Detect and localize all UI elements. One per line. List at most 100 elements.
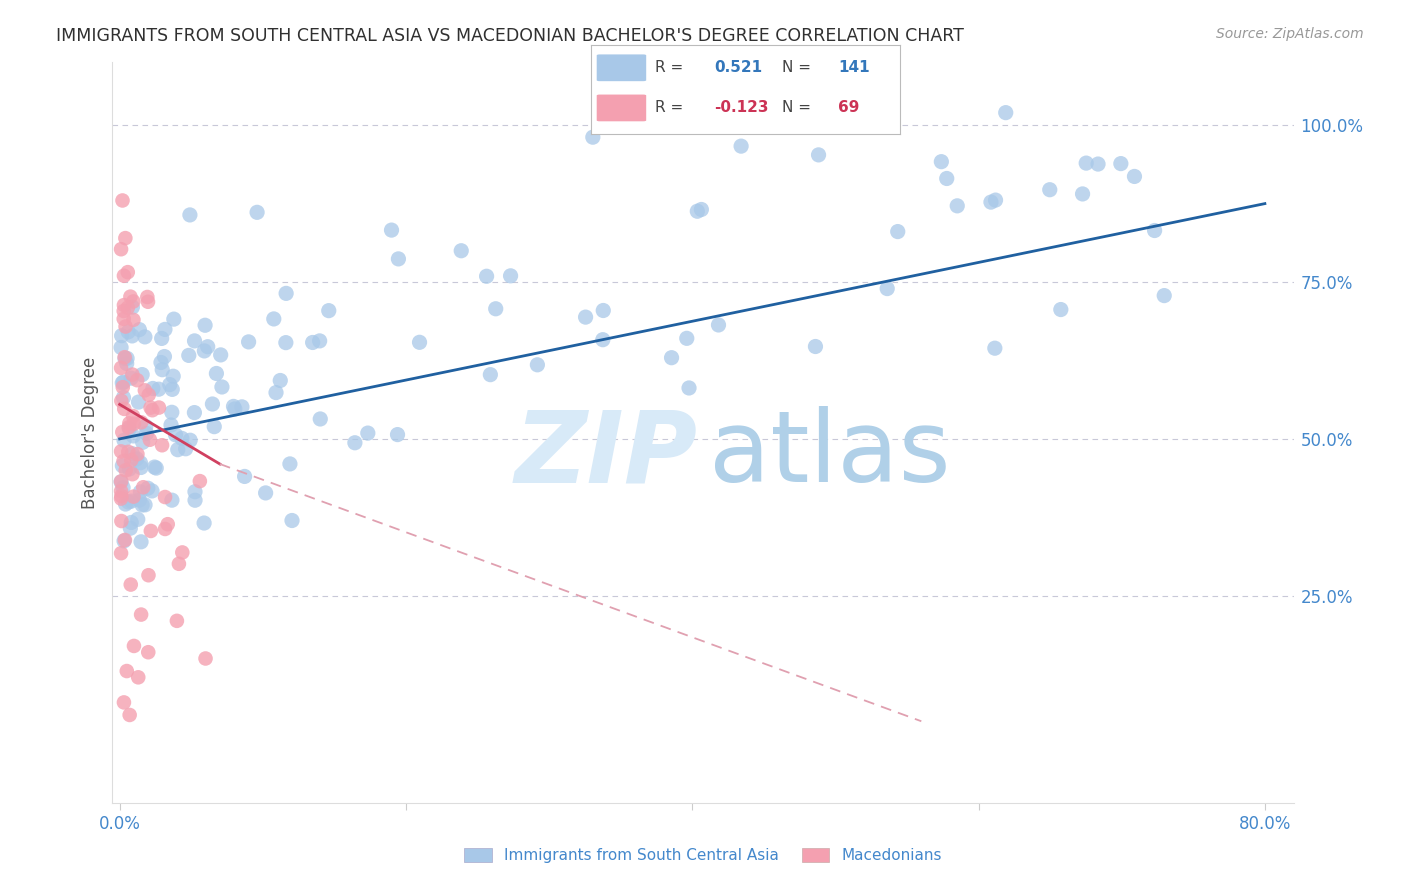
Point	[117, 495, 139, 509]
Point	[1049, 302, 1071, 317]
Point	[112, 304, 135, 318]
Point	[308, 334, 330, 348]
Point	[112, 391, 135, 405]
Point	[122, 490, 145, 504]
Point	[281, 514, 304, 528]
Point	[984, 341, 1007, 355]
Point	[134, 498, 156, 512]
Point	[238, 334, 260, 349]
Point	[121, 467, 143, 482]
Point	[184, 493, 207, 508]
Point	[114, 231, 136, 245]
Point	[179, 434, 201, 448]
Point	[264, 385, 287, 400]
Point	[278, 457, 301, 471]
FancyBboxPatch shape	[596, 95, 647, 121]
Point	[172, 545, 194, 559]
Point	[205, 367, 228, 381]
Legend: Immigrants from South Central Asia, Macedonians: Immigrants from South Central Asia, Mace…	[458, 841, 948, 869]
Point	[112, 298, 135, 312]
Point	[122, 409, 145, 423]
Point	[984, 193, 1007, 207]
Point	[110, 341, 132, 355]
Text: N =: N =	[782, 61, 815, 75]
Point	[110, 475, 132, 489]
Point	[675, 331, 697, 345]
Point	[120, 453, 142, 467]
Point	[136, 645, 159, 659]
Point	[131, 435, 153, 450]
Point	[121, 300, 143, 314]
Point	[274, 335, 297, 350]
Point	[153, 490, 176, 504]
Text: IMMIGRANTS FROM SOUTH CENTRAL ASIA VS MACEDONIAN BACHELOR'S DEGREE CORRELATION C: IMMIGRANTS FROM SOUTH CENTRAL ASIA VS MA…	[56, 27, 965, 45]
Point	[148, 401, 170, 415]
Point	[194, 651, 217, 665]
Point	[156, 517, 179, 532]
Point	[357, 426, 380, 441]
Text: ZIP: ZIP	[515, 407, 697, 503]
Point	[980, 195, 1002, 210]
Point	[141, 403, 163, 417]
Point	[118, 420, 141, 434]
Point	[110, 360, 132, 375]
Point	[110, 546, 132, 560]
Point	[114, 463, 136, 477]
Point	[194, 318, 217, 333]
Point	[127, 512, 149, 526]
Point	[136, 294, 159, 309]
Point	[159, 377, 181, 392]
Point	[1153, 288, 1175, 302]
Point	[112, 481, 135, 495]
Point	[120, 516, 142, 530]
Point	[117, 445, 139, 459]
Point	[139, 524, 162, 538]
Point	[117, 325, 139, 339]
Point	[141, 483, 163, 498]
Point	[110, 489, 132, 503]
Point	[179, 208, 201, 222]
Point	[110, 242, 132, 256]
Text: -0.123: -0.123	[714, 101, 769, 115]
Point	[485, 301, 508, 316]
Point	[163, 312, 186, 326]
Point	[231, 400, 253, 414]
Point	[118, 708, 141, 723]
Point	[117, 301, 139, 315]
Point	[122, 417, 145, 431]
Point	[129, 456, 152, 470]
Point	[301, 335, 323, 350]
Point	[935, 171, 957, 186]
Point	[160, 405, 183, 419]
Point	[136, 481, 159, 495]
Point	[112, 695, 135, 709]
Point	[112, 375, 135, 389]
Point	[450, 244, 472, 258]
Point	[166, 614, 188, 628]
Point	[115, 351, 138, 366]
Point	[188, 474, 211, 488]
Point	[318, 303, 340, 318]
Point	[153, 350, 176, 364]
Point	[1071, 186, 1094, 201]
Point	[582, 130, 605, 145]
Point	[887, 225, 910, 239]
Text: N =: N =	[782, 101, 815, 115]
Point	[183, 334, 205, 348]
Point	[118, 462, 141, 476]
Point	[111, 376, 134, 390]
Point	[129, 460, 152, 475]
Point	[132, 480, 155, 494]
Point	[707, 318, 730, 332]
Point	[139, 433, 162, 447]
Point	[138, 568, 160, 582]
Text: R =: R =	[655, 101, 689, 115]
Point	[127, 447, 149, 461]
Point	[276, 286, 298, 301]
Point	[145, 461, 167, 475]
Point	[110, 475, 132, 489]
Point	[686, 204, 709, 219]
Point	[129, 607, 152, 622]
Point	[127, 670, 149, 684]
Point	[118, 422, 141, 436]
